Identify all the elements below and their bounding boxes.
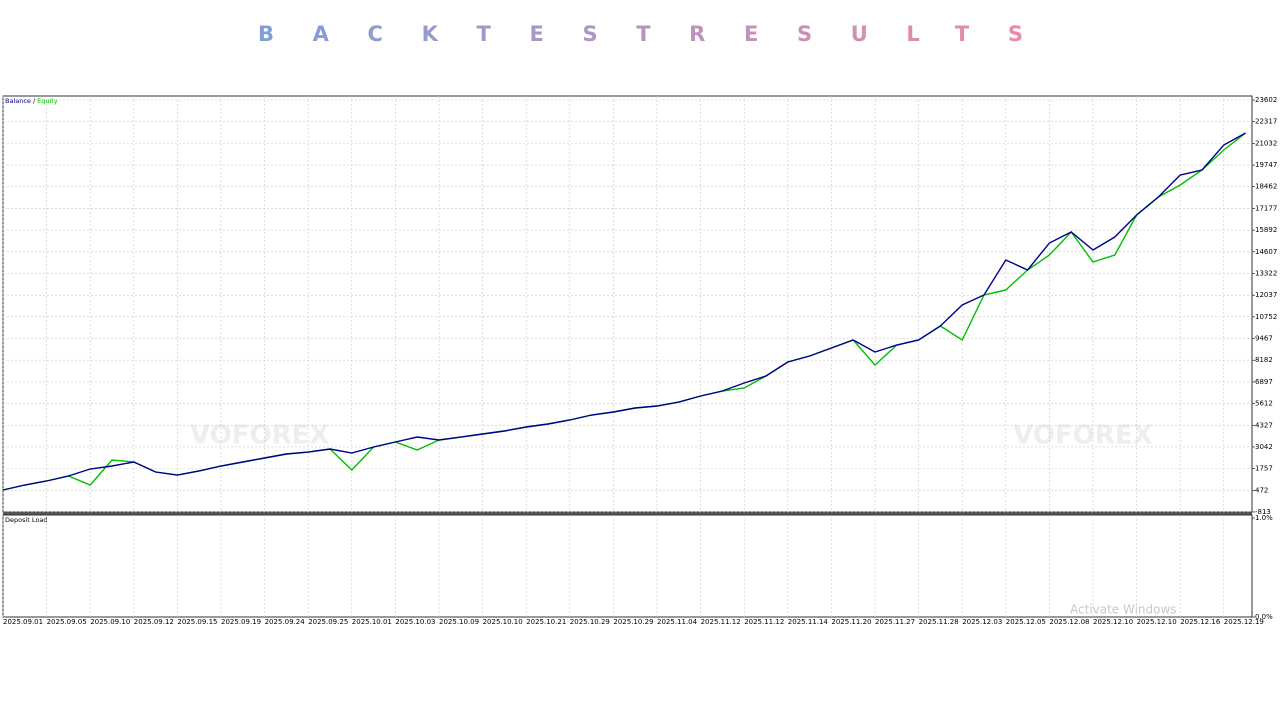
- legend-entry: Equity: [37, 97, 58, 105]
- deposit-pane: [2, 514, 1253, 618]
- x-tick-label: 2025.10.29: [570, 618, 610, 626]
- y-tick-label: 6897: [1255, 378, 1273, 386]
- y-tick-label: 21032: [1255, 139, 1277, 147]
- chart-title: BACKTESTRESULTS: [258, 22, 1023, 46]
- x-tick-label: 2025.10.03: [395, 618, 435, 626]
- x-tick-label: 2025.12.05: [1006, 618, 1046, 626]
- y-tick-label: 0.0%: [1255, 613, 1273, 621]
- x-tick-label: 2025.10.10: [483, 618, 523, 626]
- y-tick-label: 3042: [1255, 443, 1273, 451]
- y-tick-label: -813: [1255, 508, 1271, 516]
- x-tick-label: 2025.10.09: [439, 618, 479, 626]
- x-tick-label: 2025.12.08: [1049, 618, 1089, 626]
- x-tick-label: 2025.12.10: [1093, 618, 1133, 626]
- y-tick-label: 4327: [1255, 421, 1273, 429]
- x-tick-label: 2025.09.15: [177, 618, 217, 626]
- x-tick-label: 2025.12.03: [962, 618, 1002, 626]
- y-tick-label: 23602: [1255, 96, 1277, 104]
- x-tick-label: 2025.12.16: [1180, 618, 1221, 626]
- y-tick-label: 1.0%: [1255, 514, 1273, 522]
- legend: Balance / Equity: [5, 97, 58, 105]
- y-tick-label: 8182: [1255, 356, 1273, 364]
- legend-entry: Balance: [5, 97, 31, 105]
- y-tick-label: 22317: [1255, 118, 1277, 126]
- y-tick-label: 12037: [1255, 291, 1277, 299]
- subpanel-title: Deposit Load: [5, 516, 48, 524]
- y-tick-label: 10752: [1255, 313, 1277, 321]
- y-tick-label: 1757: [1255, 465, 1273, 473]
- x-tick-label: 2025.09.05: [47, 618, 87, 626]
- y-tick-label: 13322: [1255, 269, 1277, 277]
- x-tick-label: 2025.11.28: [919, 618, 959, 626]
- x-tick-label: 2025.09.24: [265, 618, 306, 626]
- x-tick-label: 2025.10.29: [613, 618, 653, 626]
- x-tick-label: 2025.11.20: [831, 618, 871, 626]
- y-tick-label: 17177: [1255, 204, 1277, 212]
- x-tick-label: 2025.10.21: [526, 618, 566, 626]
- x-tick-label: 2025.11.12: [701, 618, 741, 626]
- x-tick-label: 2025.11.12: [744, 618, 784, 626]
- y-tick-label: 14607: [1255, 248, 1277, 256]
- x-tick-label: 2025.12.19: [1224, 618, 1264, 626]
- x-tick-label: 2025.09.10: [90, 618, 130, 626]
- y-tick-label: 19747: [1255, 161, 1277, 169]
- x-tick-label: 2025.09.12: [134, 618, 174, 626]
- y-tick-label: 15892: [1255, 226, 1277, 234]
- y-tick-label: 5612: [1255, 400, 1273, 408]
- x-tick-label: 2025.11.04: [657, 618, 698, 626]
- series-line: [2, 132, 1246, 491]
- x-tick-label: 2025.09.01: [3, 618, 43, 626]
- x-tick-label: 2025.12.10: [1137, 618, 1177, 626]
- legend-separator: /: [33, 97, 36, 105]
- x-tick-label: 2025.11.27: [875, 618, 915, 626]
- x-tick-label: 2025.09.25: [308, 618, 348, 626]
- x-tick-label: 2025.10.01: [352, 618, 392, 626]
- y-tick-label: 9467: [1255, 335, 1273, 343]
- x-tick-label: 2025.11.14: [788, 618, 829, 626]
- x-tick-label: 2025.09.19: [221, 618, 261, 626]
- y-tick-label: 18462: [1255, 183, 1277, 191]
- y-tick-label: 472: [1255, 486, 1268, 494]
- os-notice: Activate Windows: [1070, 603, 1177, 617]
